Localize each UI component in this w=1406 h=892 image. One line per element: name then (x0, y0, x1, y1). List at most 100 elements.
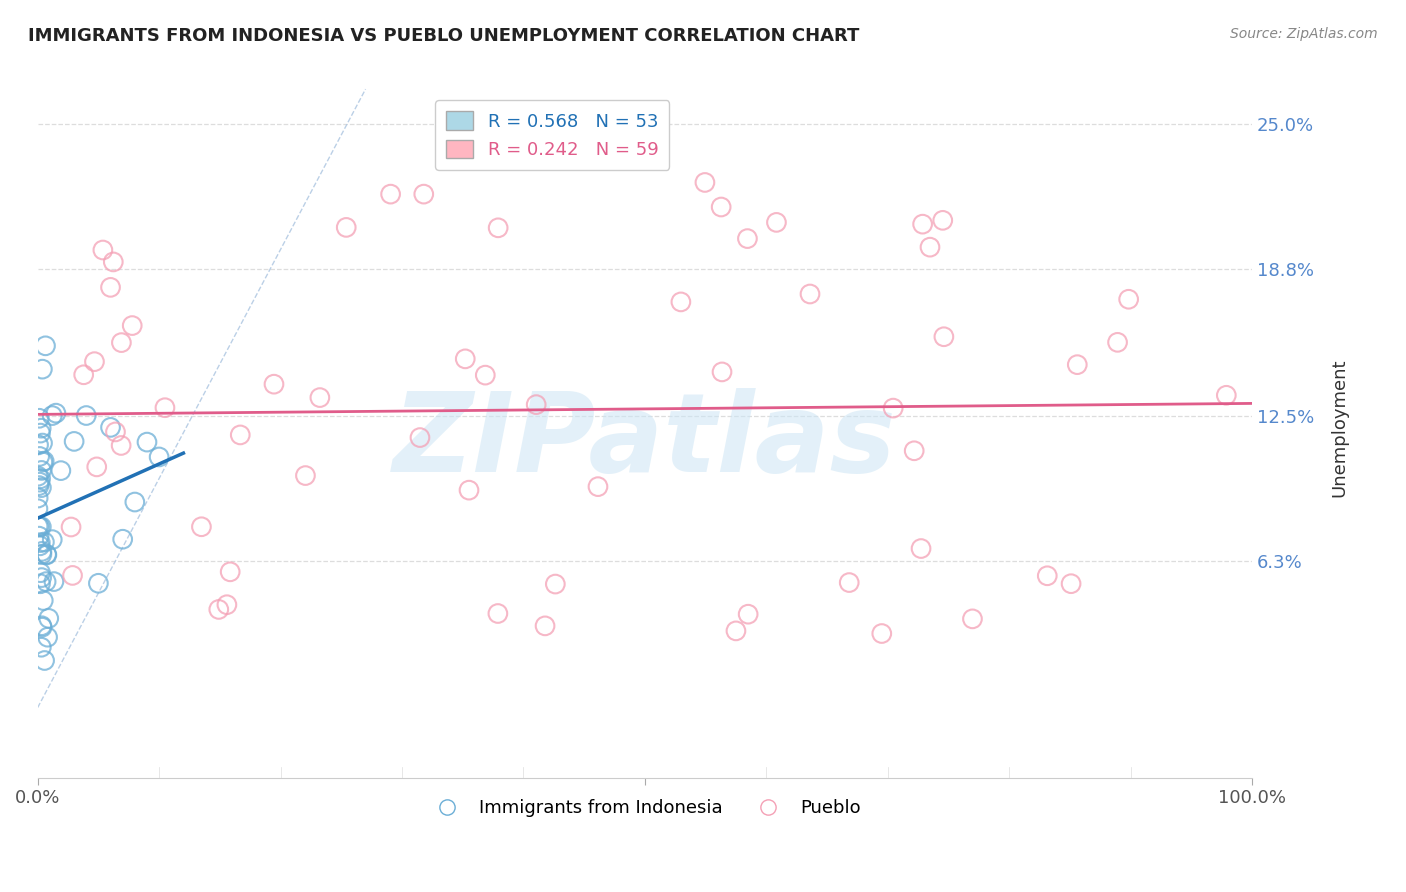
Point (28, 475, 51, 490)
Point (83, 354, 105, 368)
Point (534, 619, 557, 633)
Point (31, 463, 53, 477)
Point (30, 566, 52, 580)
Point (34, 653, 56, 667)
Point (100, 420, 122, 434)
Point (28, 478, 51, 492)
Point (30, 520, 52, 534)
Point (263, 377, 285, 392)
Text: ZIPatlas: ZIPatlas (394, 388, 897, 495)
Point (31, 455, 53, 469)
Point (60, 520, 83, 534)
Point (962, 612, 984, 626)
Point (799, 287, 821, 301)
Point (28, 450, 51, 464)
Point (136, 435, 159, 450)
Point (27, 491, 49, 505)
Point (1215, 388, 1237, 402)
Point (111, 533, 134, 547)
Point (1107, 335, 1129, 350)
Point (882, 401, 904, 416)
Point (31, 547, 53, 561)
Text: Source: ZipAtlas.com: Source: ZipAtlas.com (1230, 27, 1378, 41)
Point (409, 431, 432, 445)
Point (42, 574, 65, 589)
Point (38, 611, 60, 625)
Point (737, 607, 759, 622)
Point (711, 365, 734, 379)
Point (524, 398, 547, 412)
Point (335, 220, 357, 235)
Point (30, 576, 52, 591)
Point (49, 464, 72, 478)
Point (28, 539, 51, 553)
Point (31, 620, 53, 634)
Point (30, 421, 52, 435)
Point (486, 220, 509, 235)
Point (190, 520, 212, 534)
Point (110, 438, 132, 452)
Point (215, 598, 238, 612)
Point (765, 215, 787, 229)
Point (911, 217, 934, 231)
Point (27, 501, 49, 516)
Point (229, 428, 252, 442)
Legend: Immigrants from Indonesia, Pueblo: Immigrants from Indonesia, Pueblo (422, 792, 869, 824)
Point (87, 576, 110, 591)
Point (30, 481, 52, 495)
Point (737, 231, 759, 245)
Point (294, 468, 316, 483)
Point (219, 565, 242, 579)
Point (28, 529, 51, 543)
Point (870, 626, 893, 640)
Point (41, 533, 63, 547)
Point (121, 318, 143, 333)
Point (27, 519, 49, 533)
Point (30, 535, 52, 549)
Point (30, 640, 52, 655)
Point (31, 436, 53, 450)
Point (932, 330, 955, 344)
Point (104, 425, 127, 439)
Point (31, 362, 53, 376)
Y-axis label: Unemployment: Unemployment (1331, 359, 1348, 497)
Point (110, 335, 132, 350)
Point (35, 547, 58, 561)
Point (903, 443, 925, 458)
Point (454, 351, 477, 366)
Point (86, 459, 108, 474)
Point (35, 574, 58, 589)
Point (412, 187, 434, 202)
Point (30, 472, 52, 486)
Point (918, 240, 941, 254)
Point (932, 213, 955, 227)
Point (32, 454, 55, 468)
Point (910, 541, 932, 556)
Point (1066, 358, 1088, 372)
Point (710, 200, 733, 214)
Point (486, 607, 509, 621)
Point (103, 255, 125, 269)
Point (1118, 292, 1140, 306)
Point (27, 438, 49, 452)
Point (124, 495, 146, 509)
Point (30, 426, 52, 441)
Point (27, 469, 49, 483)
Point (838, 575, 860, 590)
Point (34, 535, 56, 549)
Point (37, 630, 59, 644)
Point (1060, 576, 1083, 591)
Point (544, 577, 567, 591)
Point (586, 480, 609, 494)
Point (153, 401, 176, 415)
Point (1036, 568, 1059, 582)
Point (380, 187, 402, 202)
Point (100, 280, 122, 294)
Point (31, 571, 53, 585)
Point (28, 411, 51, 425)
Point (208, 602, 231, 616)
Point (148, 450, 170, 464)
Point (75, 409, 97, 423)
Point (32, 593, 55, 607)
Point (31, 618, 53, 632)
